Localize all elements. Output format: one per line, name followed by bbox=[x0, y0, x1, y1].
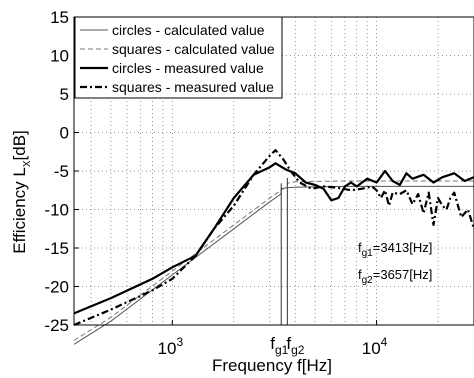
y-axis-label-main: Efficiency L bbox=[10, 167, 29, 254]
series-layer bbox=[73, 149, 474, 345]
legend-label-3: circles - measured value bbox=[112, 60, 264, 76]
svg-text:Efficiency LX[dB]: Efficiency LX[dB] bbox=[10, 130, 33, 254]
annotation-2: fg2=3657[Hz] bbox=[358, 267, 432, 286]
legend-label-2: squares - calculated value bbox=[112, 41, 275, 57]
annotation-1: fg1=3413[Hz] bbox=[358, 240, 432, 259]
y-tick-label: -20 bbox=[44, 278, 69, 297]
y-tick-label: -5 bbox=[54, 162, 69, 181]
annotation-layer: fg1=3413[Hz] fg2=3657[Hz] bbox=[358, 240, 432, 286]
series-line-4 bbox=[73, 149, 474, 327]
cutoff-label-2: fg2 bbox=[286, 334, 304, 357]
y-axis-label: Efficiency LX[dB] bbox=[10, 130, 33, 254]
legend-box bbox=[74, 16, 283, 99]
y-axis-label-unit: [dB] bbox=[10, 130, 29, 160]
legend: circles - calculated value squares - calc… bbox=[74, 16, 283, 99]
cutoff-label-1: fg1 bbox=[270, 334, 288, 357]
x-tick-label: 103 bbox=[158, 335, 184, 358]
legend-label-1: circles - calculated value bbox=[112, 22, 265, 38]
series-line-3 bbox=[73, 162, 474, 315]
y-tick-label: 5 bbox=[60, 85, 69, 104]
series-line-1 bbox=[73, 185, 474, 345]
y-tick-label: -10 bbox=[44, 201, 69, 220]
x-tick-label: 104 bbox=[362, 335, 388, 358]
y-tick-label: -15 bbox=[44, 239, 69, 258]
y-tick-label: 10 bbox=[50, 47, 69, 66]
x-axis-label: Frequency f[Hz] bbox=[212, 356, 332, 375]
y-tick-label: 15 bbox=[50, 8, 69, 27]
y-tick-label: 0 bbox=[60, 124, 69, 143]
y-tick-label: -25 bbox=[44, 316, 69, 335]
y-axis-label-sub: X bbox=[22, 160, 33, 167]
series-line-2 bbox=[73, 180, 474, 341]
legend-label-4: squares - measured value bbox=[112, 79, 274, 95]
